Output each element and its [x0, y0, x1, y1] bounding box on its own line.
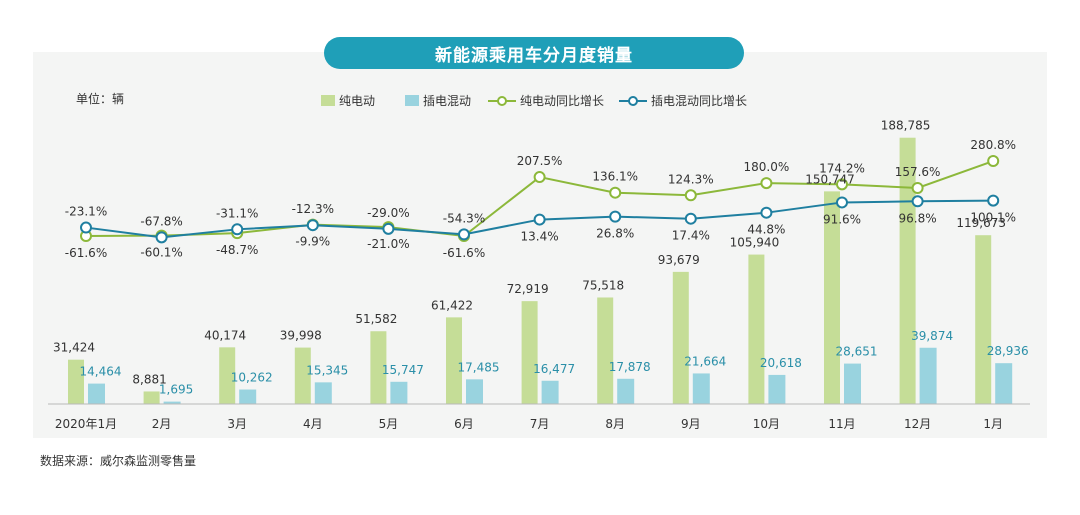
chart-title: 新能源乘用车分月度销量: [324, 37, 744, 69]
unit-label: 单位：辆: [76, 92, 125, 106]
data-source: 数据来源：威尔森监测零售量: [40, 454, 197, 468]
chart-panel: [33, 52, 1047, 438]
